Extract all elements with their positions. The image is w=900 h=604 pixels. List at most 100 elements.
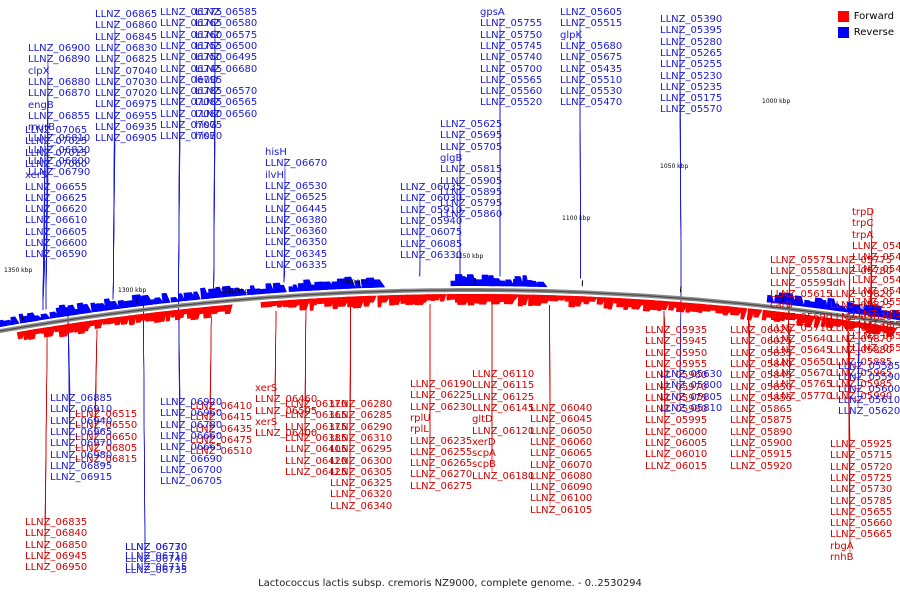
reverse-gene-label: LLNZ_05585 bbox=[838, 362, 900, 372]
reverse-gene-label: LLNZ_05515 bbox=[560, 19, 622, 29]
reverse-gene-label: LLNZ_06845 bbox=[95, 33, 157, 43]
reverse-gene-label: LLNZ_06335 bbox=[265, 261, 327, 271]
reverse-gene-label: LLNZ_06565 bbox=[195, 98, 257, 108]
forward-gene-label: LLNZ_06115 bbox=[472, 381, 534, 391]
forward-gene-label: LLNZ_06025 bbox=[730, 337, 792, 347]
reverse-gene-label: LLNZ_05680 bbox=[560, 42, 622, 52]
reverse-gene-label: LLNZ_07040 bbox=[95, 67, 157, 77]
map-caption: Lactococcus lactis subsp. cremoris NZ900… bbox=[0, 578, 900, 589]
reverse-gene-label: LLNZ_06920 bbox=[160, 398, 222, 408]
forward-gene-label: LLNZ_05930 bbox=[830, 324, 892, 334]
forward-gene-label: LLNZ_06060 bbox=[530, 438, 592, 448]
reverse-gene-label: LLNZ_07025 bbox=[25, 137, 87, 147]
forward-gene-label: trpC bbox=[852, 219, 873, 229]
forward-gene-label: LLNZ_06840 bbox=[25, 529, 87, 539]
reverse-gene-label: LLNZ_06865 bbox=[95, 10, 157, 20]
reverse-gene-label: glpK bbox=[560, 31, 582, 41]
forward-gene-label: LLNZ_05935 bbox=[645, 326, 707, 336]
reverse-gene-label: LLNZ_07060 bbox=[25, 160, 87, 170]
reverse-gene-label: hisB bbox=[195, 132, 216, 142]
forward-gene-label: LLNZ_05690 bbox=[770, 313, 832, 323]
forward-gene-label: LLNZ_05900 bbox=[730, 439, 792, 449]
reverse-gene-label: LLNZ_05235 bbox=[660, 83, 722, 93]
forward-gene-label: LLNZ_06255 bbox=[410, 448, 472, 458]
forward-gene-label: LLNZ_05655 bbox=[830, 508, 892, 518]
reverse-gene-label: LLNZ_05625 bbox=[440, 120, 502, 130]
reverse-gene-label: LLNZ_06860 bbox=[95, 21, 157, 31]
forward-gene-label: xerS bbox=[255, 418, 277, 428]
reverse-gene-label: LLNZ_06965 bbox=[50, 428, 112, 438]
legend-reverse: Reverse bbox=[838, 24, 894, 40]
reverse-gene-label: LLNZ_06830 bbox=[95, 44, 157, 54]
forward-gene-label: LLNZ_06020 bbox=[730, 326, 792, 336]
forward-gene-label: LLNZ_06125 bbox=[472, 393, 534, 403]
reverse-gene-label: LLNZ_06740 bbox=[125, 555, 187, 565]
legend-reverse-label: Reverse bbox=[854, 27, 894, 38]
reverse-gene-label: hisH bbox=[265, 148, 287, 158]
reverse-gene-label: LLNZ_06890 bbox=[28, 55, 90, 65]
reverse-gene-label: LLNZ_05255 bbox=[660, 60, 722, 70]
reverse-gene-label: LLNZ_05280 bbox=[660, 38, 722, 48]
reverse-gene-label: LLNZ_06075 bbox=[400, 228, 462, 238]
reverse-gene-label: LLNZ_06975 bbox=[95, 100, 157, 110]
reverse-gene-label: LLNZ_05605 bbox=[560, 8, 622, 18]
forward-gene-label: LLNZ_05420 bbox=[852, 242, 900, 252]
reverse-gene-label: LLNZ_06870 bbox=[28, 89, 90, 99]
reverse-gene-label: LLNZ_06895 bbox=[50, 462, 112, 472]
reverse-gene-label: LLNZ_05435 bbox=[560, 65, 622, 75]
reverse-gene-label: LLNZ_06735 bbox=[125, 566, 187, 576]
reverse-gene-label: LLNZ_05800 bbox=[660, 381, 722, 391]
reverse-gene-label: LLNZ_06885 bbox=[50, 394, 112, 404]
reverse-gene-label: LLNZ_06660 bbox=[160, 432, 222, 442]
reverse-gene-label: LLNZ_06525 bbox=[265, 193, 327, 203]
forward-gene-label: LLNZ_05950 bbox=[645, 349, 707, 359]
reverse-gene-label: LLNZ_05910 bbox=[400, 206, 462, 216]
reverse-gene-label: LLNZ_05265 bbox=[660, 49, 722, 59]
reverse-gene-label: LLNZ_06350 bbox=[265, 238, 327, 248]
forward-gene-label: LLNZ_06320 bbox=[330, 490, 392, 500]
forward-gene-label: LLNZ_06505 bbox=[255, 407, 317, 417]
reverse-gene-label: LLNZ_05470 bbox=[560, 98, 622, 108]
forward-gene-label: LLNZ_05660 bbox=[830, 519, 892, 529]
reverse-gene-label: LLNZ_06085 bbox=[400, 240, 462, 250]
forward-gene-label: scpB bbox=[472, 460, 496, 470]
forward-gene-label: LLNZ_05870 bbox=[830, 335, 892, 345]
forward-gene-label: ldh bbox=[830, 279, 845, 289]
forward-gene-label: LLNZ_05595 bbox=[770, 279, 832, 289]
forward-gene-label: LLNZ_05875 bbox=[730, 416, 792, 426]
legend-forward-label: Forward bbox=[854, 11, 894, 22]
reverse-gene-label: LLNZ_06905 bbox=[95, 134, 157, 144]
forward-gene-label: LLNZ_06850 bbox=[25, 541, 87, 551]
reverse-gene-label: LLNZ_06585 bbox=[195, 8, 257, 18]
reverse-gene-label: LLNZ_06530 bbox=[265, 182, 327, 192]
reverse-gene-label: LLNZ_06980 bbox=[50, 451, 112, 461]
forward-gene-label: LLNZ_05825 bbox=[830, 301, 892, 311]
reverse-gene-label: LLNZ_07030 bbox=[95, 78, 157, 88]
reverse-gene-label: LLNZ_07065 bbox=[25, 126, 87, 136]
reverse-gene-label: leuD bbox=[195, 76, 218, 86]
forward-gene-label: LLNZ_06340 bbox=[330, 502, 392, 512]
reverse-gene-label: LLNZ_05695 bbox=[440, 131, 502, 141]
reverse-gene-label: LLNZ_06575 bbox=[195, 31, 257, 41]
reverse-gene-label: LLNZ_06770 bbox=[125, 543, 187, 553]
forward-gene-label: LLNZ_06010 bbox=[645, 450, 707, 460]
forward-gene-label: LLNZ_06180 bbox=[472, 472, 534, 482]
reverse-gene-label: LLNZ_05390 bbox=[660, 15, 722, 25]
reverse-gene-label: LLNZ_06665 bbox=[160, 443, 222, 453]
reverse-gene-label: LLNZ_06580 bbox=[195, 19, 257, 29]
forward-gene-label: gltD bbox=[472, 415, 493, 425]
forward-gene-label: trpA bbox=[852, 231, 873, 241]
forward-gene-label: xerS bbox=[255, 384, 277, 394]
forward-gene-label: LLNZ_05925 bbox=[830, 440, 892, 450]
forward-gene-label: LLNZ_05775 bbox=[830, 256, 892, 266]
reverse-gene-label: ilvH bbox=[265, 171, 284, 181]
forward-gene-label: LLNZ_05850 bbox=[730, 383, 792, 393]
reverse-gene-label: LLNZ_05620 bbox=[838, 407, 900, 417]
reverse-gene-label: LLNZ_06825 bbox=[95, 55, 157, 65]
reverse-gene-label: LLNZ_06380 bbox=[265, 216, 327, 226]
reverse-gene-label: LLNZ_06500 bbox=[195, 42, 257, 52]
reverse-gene-label: LLNZ_05755 bbox=[480, 19, 542, 29]
forward-gene-label: LLNZ_05665 bbox=[830, 530, 892, 540]
reverse-gene-label: LLNZ_06955 bbox=[95, 112, 157, 122]
